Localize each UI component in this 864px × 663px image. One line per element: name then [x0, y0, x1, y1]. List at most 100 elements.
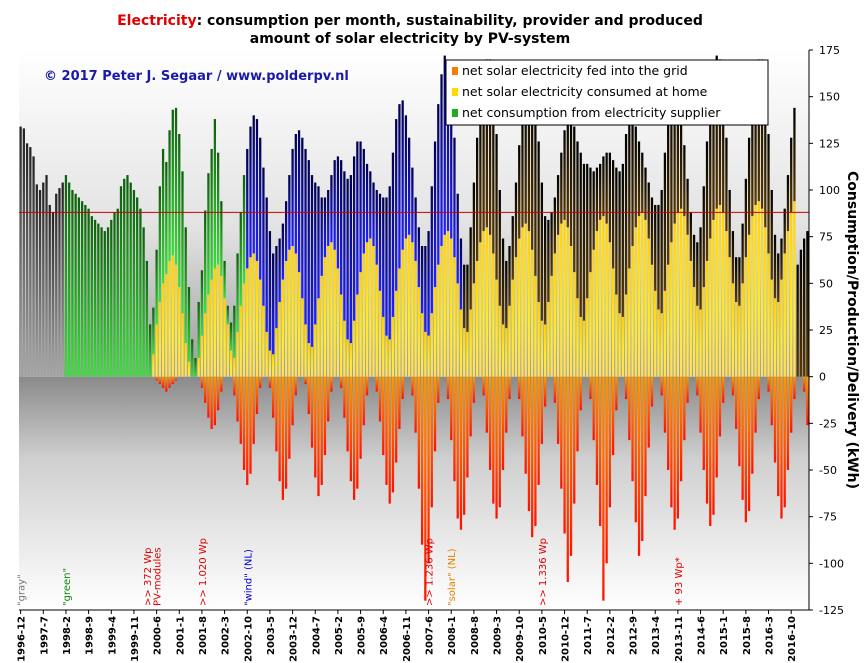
bar-supplier-consumption: [534, 107, 537, 276]
bar-consumed-at-home: [764, 227, 767, 377]
bar-consumed-at-home: [498, 305, 501, 377]
bar-supplier-consumption: [576, 141, 579, 299]
x-tick-label: 1997-7: [39, 616, 50, 655]
bar-consumed-at-home: [265, 331, 268, 377]
x-tick-label: 2009-3: [493, 616, 504, 655]
bar-consumed-at-home: [479, 242, 482, 377]
bar-supplier-consumption: [216, 152, 220, 265]
bar-supplier-consumption: [770, 190, 773, 280]
bar-supplier-consumption: [126, 175, 129, 377]
bar-supplier-consumption: [531, 89, 534, 250]
bar-fed-into-grid: [430, 376, 433, 508]
bar-supplier-consumption: [187, 287, 191, 362]
bar-supplier-consumption: [90, 216, 93, 377]
bar-consumed-at-home: [378, 290, 382, 377]
bar-supplier-consumption: [511, 216, 514, 280]
bar-supplier-consumption: [472, 182, 476, 284]
bar-consumed-at-home: [696, 305, 699, 377]
bar-fed-into-grid: [611, 376, 615, 456]
title-prefix: Electricity: [117, 13, 196, 29]
bar-fed-into-grid: [233, 376, 236, 396]
bar-supplier-consumption: [718, 59, 722, 205]
bar-consumed-at-home: [158, 302, 161, 377]
x-tick-label: 2012-9: [629, 616, 640, 655]
bar-fed-into-grid: [388, 376, 391, 504]
legend: net solar electricity fed into the grid n…: [445, 59, 769, 126]
bar-supplier-consumption: [155, 249, 158, 325]
bar-consumed-at-home: [456, 283, 459, 377]
bar-fed-into-grid: [414, 376, 417, 433]
bar-supplier-consumption: [709, 104, 712, 239]
bar-consumed-at-home: [443, 234, 446, 377]
bar-supplier-consumption: [582, 163, 586, 321]
bar-fed-into-grid: [628, 376, 631, 441]
annotation-label: + 93 Wp*: [674, 557, 685, 606]
bar-supplier-consumption: [356, 141, 359, 295]
bar-consumed-at-home: [602, 216, 605, 377]
bar-supplier-consumption: [505, 260, 508, 329]
bar-supplier-consumption: [22, 128, 25, 377]
bar-consumed-at-home: [589, 272, 592, 377]
bar-supplier-consumption: [592, 171, 595, 250]
bar-consumed-at-home: [204, 313, 207, 377]
bar-supplier-consumption: [385, 197, 388, 336]
bar-fed-into-grid: [770, 376, 773, 426]
bar-fed-into-grid: [705, 376, 709, 504]
bar-consumed-at-home: [291, 246, 294, 377]
bar-supplier-consumption: [414, 197, 417, 261]
bar-supplier-consumption: [712, 74, 715, 220]
bar-fed-into-grid: [537, 376, 540, 485]
x-tick-label: 2002-3: [221, 616, 232, 655]
bar-supplier-consumption: [184, 227, 187, 344]
bar-supplier-consumption: [197, 302, 200, 358]
bar-fed-into-grid: [747, 376, 751, 512]
bar-consumed-at-home: [375, 264, 378, 377]
y-tick-label: 50: [819, 277, 833, 290]
bar-consumed-at-home: [362, 253, 365, 377]
bar-fed-into-grid: [786, 376, 790, 470]
bar-consumed-at-home: [644, 219, 647, 377]
x-tick-label: 2012-2: [606, 616, 617, 655]
bar-supplier-consumption: [97, 223, 100, 377]
bar-consumed-at-home: [450, 238, 453, 377]
bar-consumed-at-home: [751, 216, 754, 377]
bar-consumed-at-home: [472, 283, 476, 377]
bar-supplier-consumption: [68, 182, 71, 377]
bar-consumed-at-home: [275, 328, 278, 377]
bar-supplier-consumption: [589, 167, 592, 273]
bar-consumed-at-home: [171, 255, 174, 377]
bar-fed-into-grid: [401, 376, 404, 400]
bar-consumed-at-home: [514, 257, 518, 377]
bar-supplier-consumption: [628, 115, 631, 269]
bar-consumed-at-home: [621, 316, 624, 377]
bar-supplier-consumption: [547, 219, 550, 302]
bar-supplier-consumption: [268, 231, 272, 351]
bar-supplier-consumption: [297, 130, 301, 273]
x-tick-label: 2016-3: [765, 616, 776, 655]
bar-supplier-consumption: [35, 184, 38, 377]
bar-fed-into-grid: [314, 376, 317, 478]
bar-supplier-consumption: [696, 242, 699, 306]
bar-supplier-consumption: [615, 167, 618, 295]
bar-consumed-at-home: [242, 283, 246, 377]
bar-supplier-consumption: [145, 260, 149, 377]
bar-fed-into-grid: [790, 376, 793, 433]
bar-consumed-at-home: [469, 309, 472, 377]
bar-supplier-consumption: [343, 171, 346, 321]
bar-fed-into-grid: [252, 376, 255, 444]
bar-supplier-consumption: [728, 190, 731, 258]
bar-supplier-consumption: [391, 152, 395, 317]
bar-consumed-at-home: [317, 298, 320, 377]
bar-supplier-consumption: [365, 163, 369, 243]
bar-consumed-at-home: [576, 298, 579, 377]
bar-fed-into-grid: [204, 376, 207, 403]
bar-fed-into-grid: [556, 376, 560, 444]
bar-supplier-consumption: [786, 175, 790, 232]
bar-consumed-at-home: [692, 287, 696, 377]
bar-supplier-consumption: [213, 119, 217, 269]
bar-supplier-consumption: [673, 74, 676, 224]
bar-supplier-consumption: [93, 219, 97, 377]
bar-supplier-consumption: [647, 182, 650, 239]
bar-supplier-consumption: [586, 163, 589, 299]
bar-consumed-at-home: [608, 242, 612, 377]
